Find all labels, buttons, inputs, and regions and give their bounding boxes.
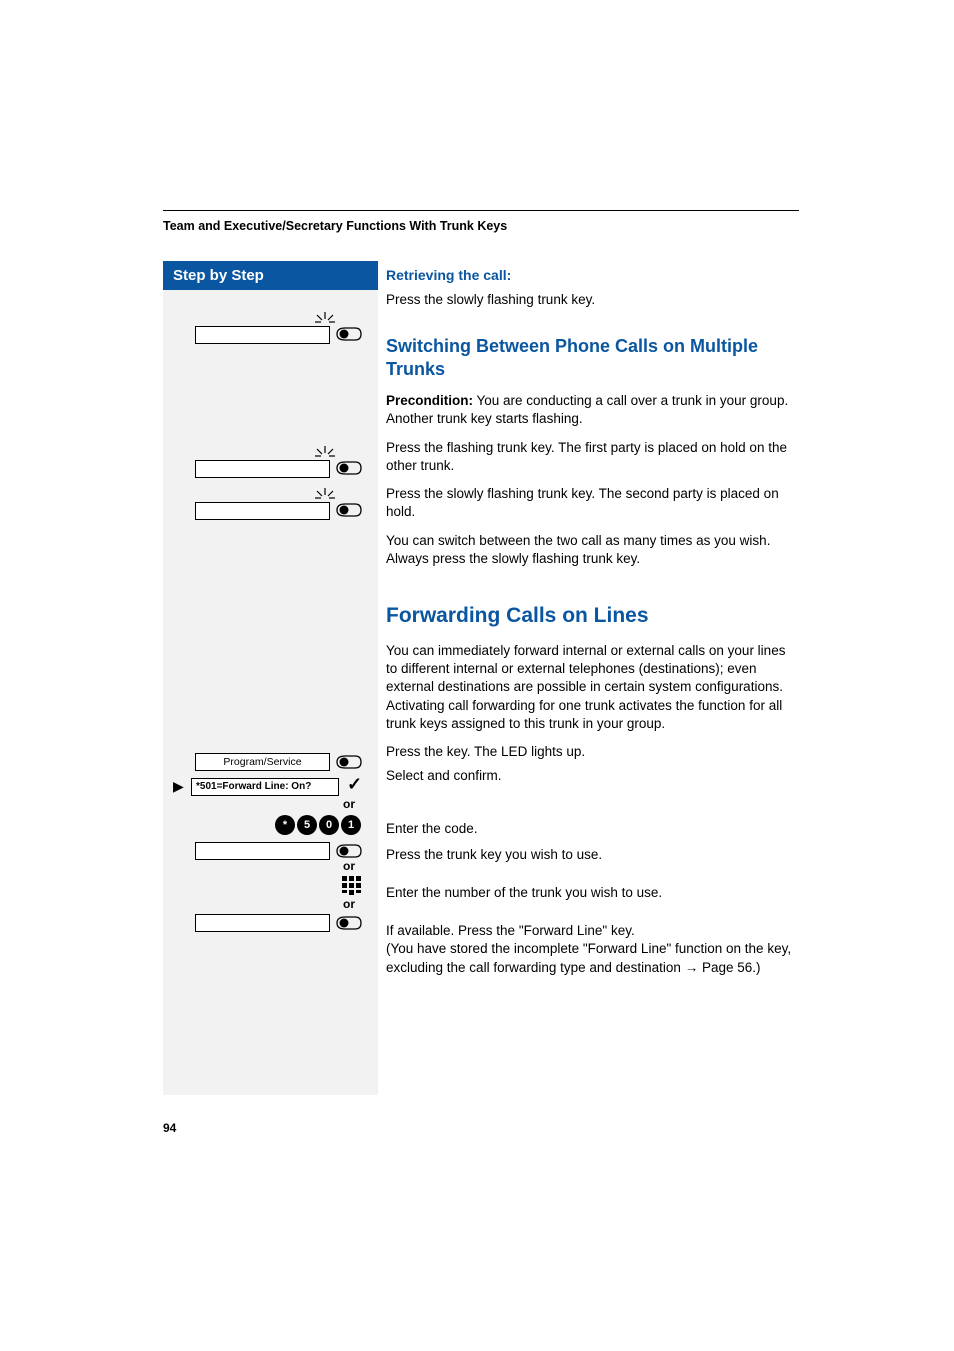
forwarding-fwdline2: (You have stored the incomplete "Forward… xyxy=(386,940,799,976)
forwarding-code: Enter the code. xyxy=(386,820,799,838)
retrieving-heading: Retrieving the call: xyxy=(386,267,799,283)
forwarding-p1: You can immediately forward internal or … xyxy=(386,642,799,697)
forwarding-select: Select and confirm. xyxy=(386,767,799,785)
switching-heading: Switching Between Phone Calls on Multipl… xyxy=(386,335,799,380)
precondition-label: Precondition: xyxy=(386,393,473,408)
sidebar-header: Step by Step xyxy=(163,261,378,290)
switching-p4: You can switch between the two call as m… xyxy=(386,532,799,568)
forwarding-trunkkey: Press the trunk key you wish to use. xyxy=(386,846,799,864)
page-number: 94 xyxy=(163,1121,176,1135)
switching-precondition: Precondition: You are conducting a call … xyxy=(386,392,799,428)
retrieving-p1: Press the slowly flashing trunk key. xyxy=(386,291,799,309)
right-column: Retrieving the call: Press the slowly fl… xyxy=(378,261,799,1095)
forwarding-p1b: Activating call forwarding for one trunk… xyxy=(386,697,799,733)
left-column: Step by Step xyxy=(163,261,378,1095)
header-rule xyxy=(163,210,799,211)
forwarding-progkey: Press the key. The LED lights up. xyxy=(386,743,799,761)
sidebar-body xyxy=(163,290,378,1095)
forwarding-fwdline: If available. Press the "Forward Line" k… xyxy=(386,922,799,940)
switching-p3: Press the slowly flashing trunk key. The… xyxy=(386,485,799,521)
forwarding-trunknum: Enter the number of the trunk you wish t… xyxy=(386,884,799,902)
forwarding-heading: Forwarding Calls on Lines xyxy=(386,604,799,628)
section-title: Team and Executive/Secretary Functions W… xyxy=(163,219,799,233)
switching-p2: Press the flashing trunk key. The first … xyxy=(386,439,799,475)
